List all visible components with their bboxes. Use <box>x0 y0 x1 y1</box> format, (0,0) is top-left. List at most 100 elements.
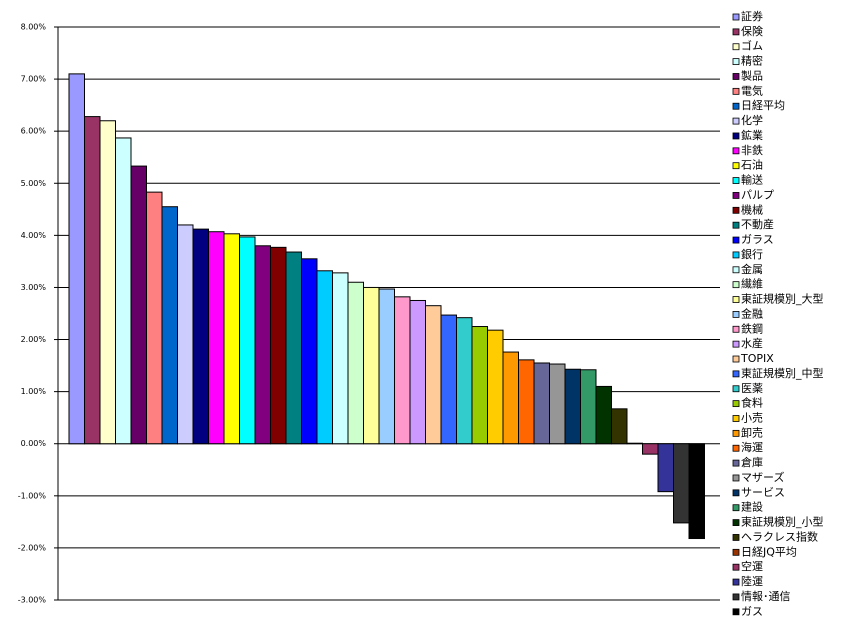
bar <box>626 442 643 445</box>
legend-label: 建設 <box>741 500 763 514</box>
legend-swatch <box>732 474 740 482</box>
legend-swatch <box>732 355 740 363</box>
bar <box>518 359 535 445</box>
legend-label: 東証規模別_小型 <box>741 515 824 529</box>
legend-label: ヘラクレス指数 <box>741 529 818 543</box>
legend-label: 情報･通信 <box>741 590 791 603</box>
legend-label: 製品 <box>741 68 763 82</box>
legend-label: ガラス <box>741 233 774 246</box>
legend-label: 空運 <box>741 559 763 573</box>
bar <box>316 270 333 445</box>
legend-swatch <box>732 117 740 125</box>
bar <box>378 288 395 445</box>
legend-swatch <box>732 206 740 214</box>
bar <box>285 251 302 445</box>
legend-swatch <box>732 415 740 422</box>
legend-label: 不動産 <box>741 217 774 231</box>
y-tick-label: 0.00% <box>21 439 47 448</box>
y-tick-label: 3.00% <box>21 283 47 292</box>
bar <box>332 272 349 445</box>
bar <box>440 314 457 445</box>
bar <box>394 296 411 445</box>
legend-swatch <box>732 519 740 526</box>
legend-swatch <box>732 563 740 571</box>
bar <box>595 385 612 445</box>
legend-label: 機械 <box>741 202 763 216</box>
legend-label: 陸運 <box>741 575 763 588</box>
legend-swatch <box>732 177 740 184</box>
legend-swatch <box>732 385 740 393</box>
bar <box>611 408 628 445</box>
y-tick-label: 8.00% <box>21 23 47 32</box>
y-tick-label: -2.00% <box>18 543 47 552</box>
legend-swatch <box>732 192 740 199</box>
legend-label: 日経平均 <box>741 99 785 112</box>
y-tick-label: 4.00% <box>21 231 47 240</box>
legend-swatch <box>732 400 740 408</box>
bar <box>161 206 178 445</box>
legend-swatch <box>732 504 740 512</box>
legend-label: 医薬 <box>741 382 763 395</box>
bar <box>208 231 225 445</box>
legend-label: 精密 <box>741 54 763 68</box>
bar <box>657 443 674 493</box>
legend-label: 金属 <box>741 262 763 276</box>
legend-label: 保険 <box>741 24 763 38</box>
legend-label: 石油 <box>741 158 763 172</box>
legend-label: TOPIX <box>740 352 774 365</box>
legend-label: 化学 <box>741 113 763 127</box>
bar <box>673 443 690 524</box>
legend-swatch <box>732 58 740 66</box>
bar <box>564 368 581 445</box>
legend-swatch <box>732 608 740 616</box>
legend-swatch <box>732 548 740 556</box>
bar <box>580 369 597 445</box>
legend-label: 小売 <box>741 411 763 424</box>
legend-swatch <box>732 310 740 318</box>
legend-label: 電気 <box>741 83 763 97</box>
legend-label: 鉄鋼 <box>741 321 763 335</box>
bar <box>347 281 364 445</box>
bar <box>99 120 116 445</box>
bar <box>177 224 194 445</box>
legend-label: 銀行 <box>741 247 763 261</box>
legend-swatch <box>732 13 740 21</box>
legend-label: ゴム <box>741 39 763 53</box>
legend-swatch <box>732 266 740 274</box>
bar <box>533 362 550 445</box>
legend-swatch <box>732 28 740 36</box>
legend-label: 鉱業 <box>741 128 763 142</box>
legend-label: 証券 <box>741 9 763 23</box>
legend-label: パルプ <box>741 188 774 201</box>
bar <box>84 116 101 445</box>
y-tick-label: 2.00% <box>21 335 47 344</box>
bar <box>688 443 705 540</box>
legend-label: サービス <box>741 486 785 499</box>
bar <box>223 233 240 445</box>
legend-swatch <box>732 221 740 229</box>
bar <box>192 228 209 445</box>
legend-swatch <box>732 370 740 378</box>
legend-label: 東証規模別_中型 <box>741 366 824 380</box>
legend-swatch <box>732 340 740 348</box>
legend-swatch <box>732 325 740 333</box>
y-tick-label: 5.00% <box>21 179 47 188</box>
bar <box>425 305 442 445</box>
legend-label: マザーズ <box>741 470 784 484</box>
legend-label: 水産 <box>741 337 763 350</box>
legend-swatch <box>732 459 740 467</box>
bar <box>146 191 163 445</box>
bar <box>254 245 271 445</box>
y-tick-label: -3.00% <box>18 596 47 605</box>
bar <box>130 165 147 445</box>
legend-swatch <box>732 162 740 170</box>
bar <box>471 326 488 445</box>
bar <box>549 363 566 445</box>
legend-swatch <box>732 147 740 155</box>
legend-swatch <box>732 73 740 80</box>
legend-label: ガス <box>741 605 763 618</box>
legend-swatch <box>732 236 740 244</box>
legend-label: 輸送 <box>741 173 763 187</box>
bar <box>239 236 256 445</box>
